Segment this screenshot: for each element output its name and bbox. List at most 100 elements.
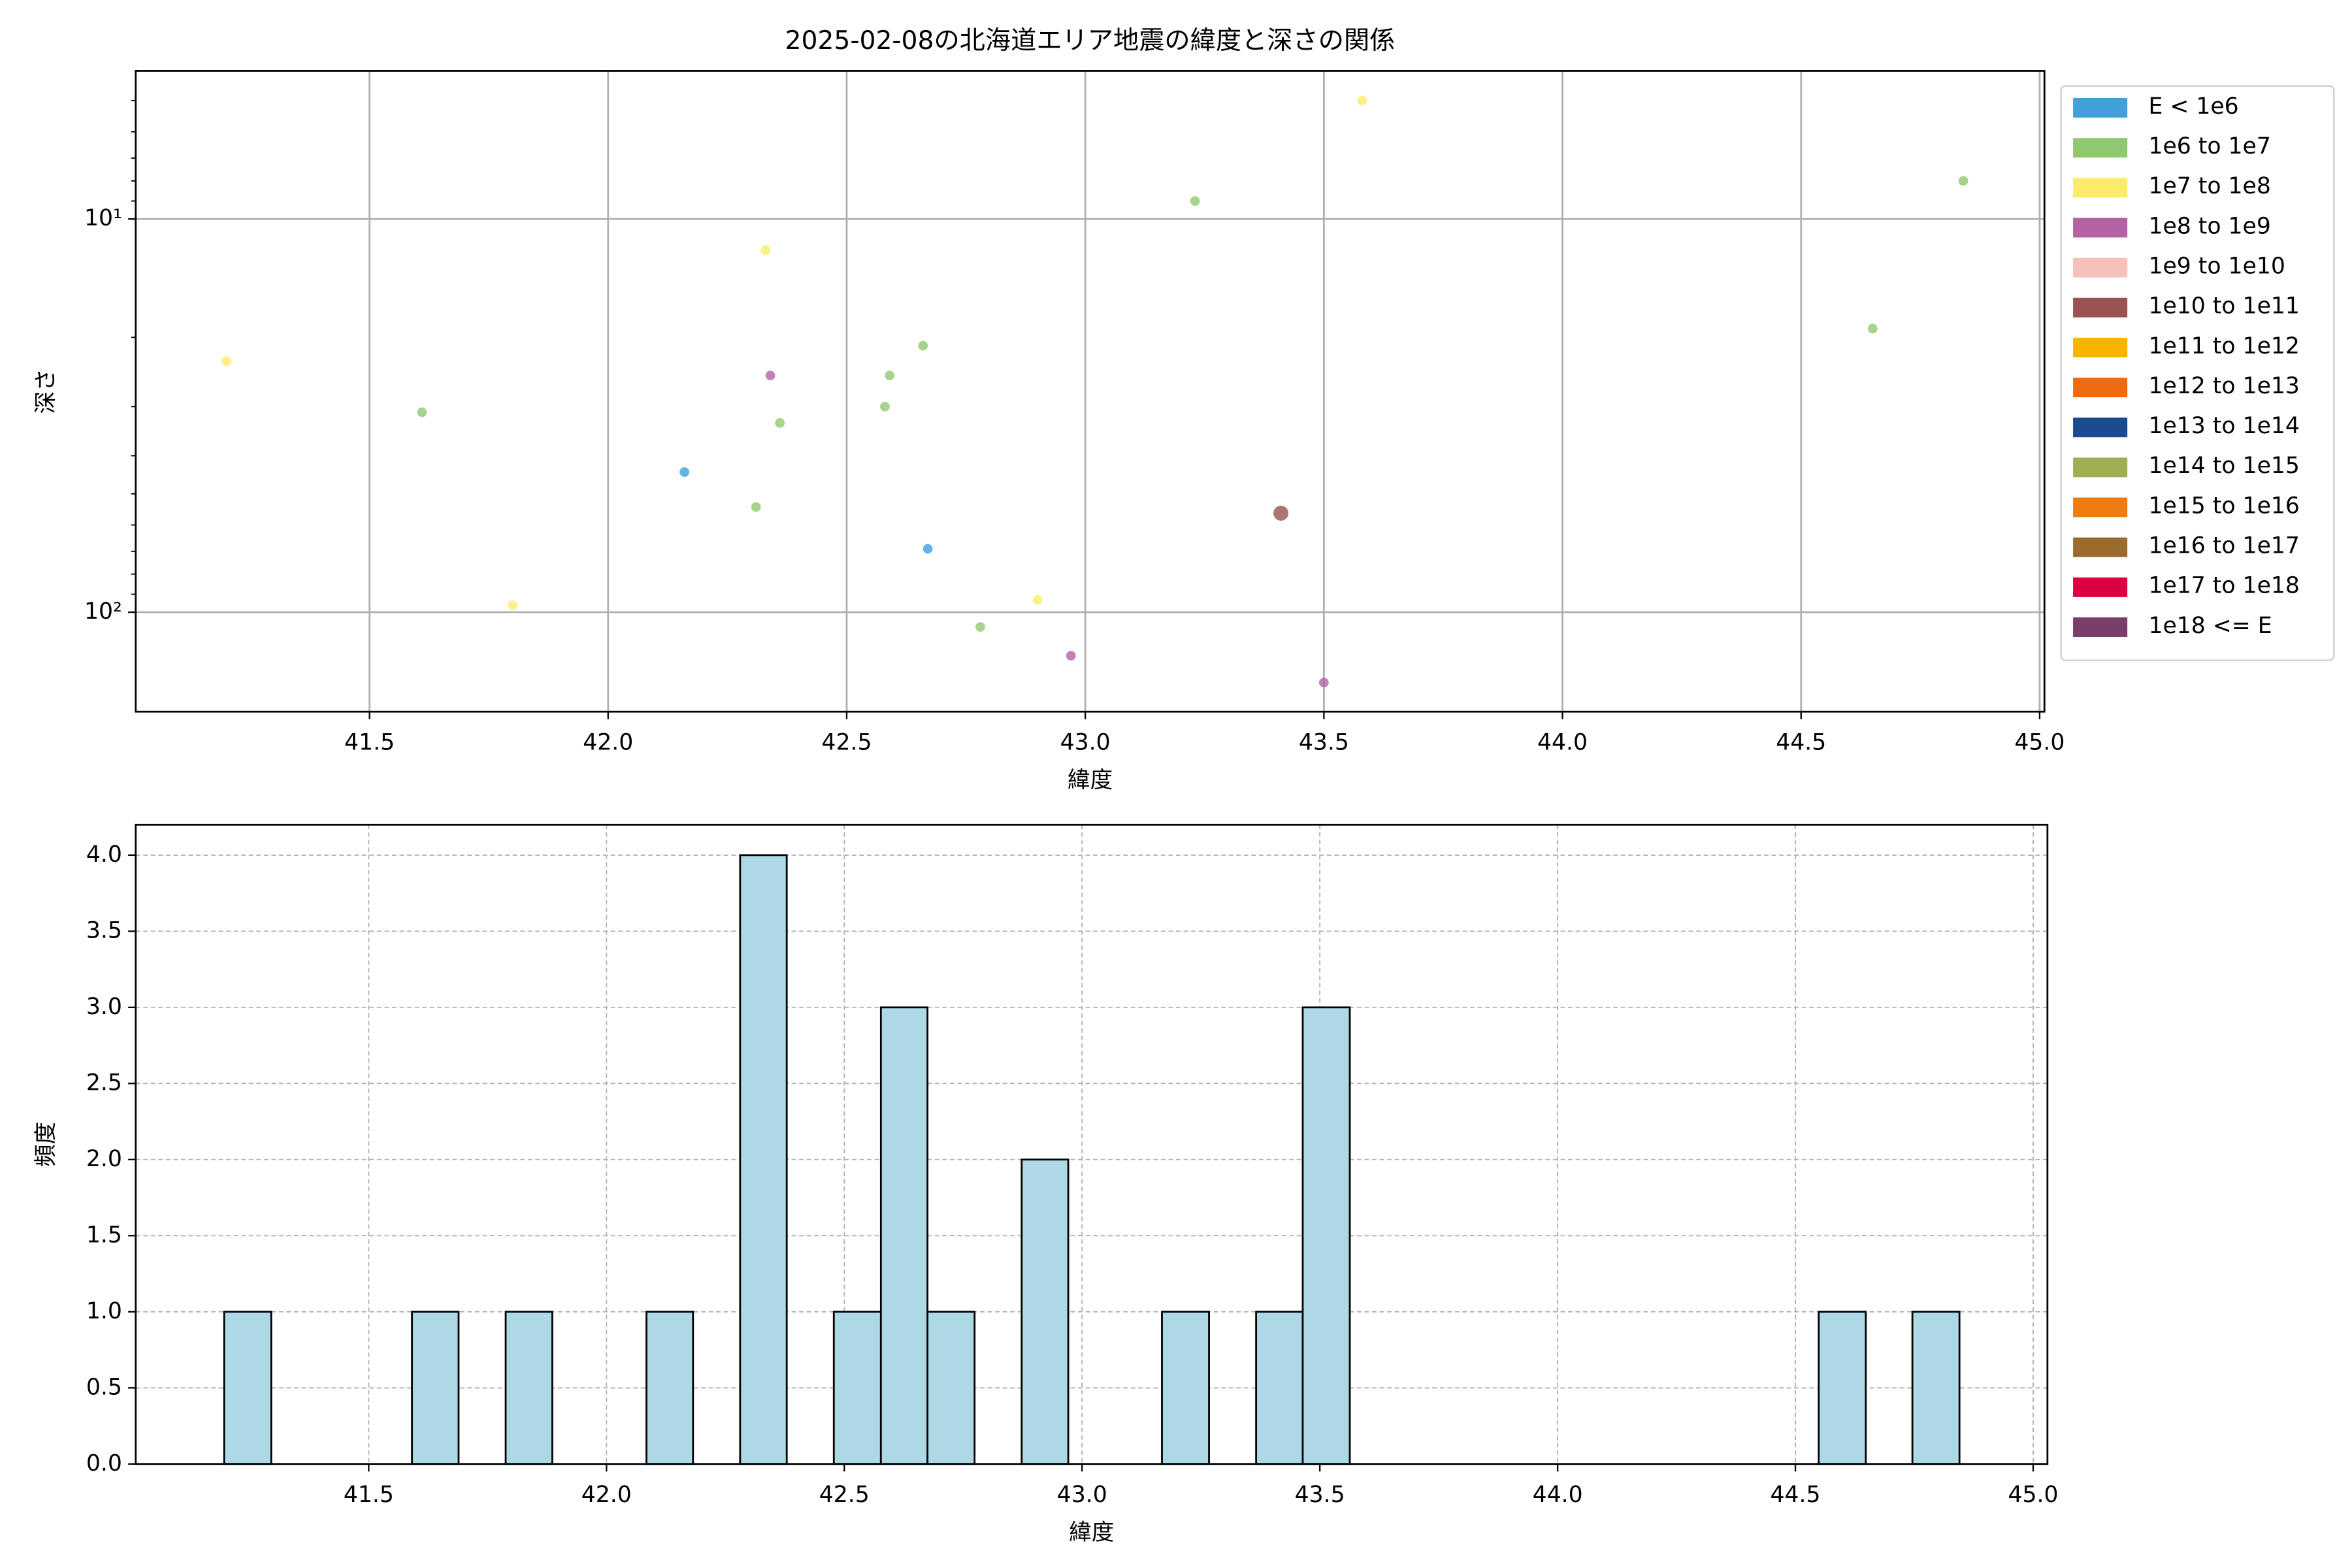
histogram-bar bbox=[223, 1311, 272, 1465]
legend-label: 1e17 to 1e18 bbox=[2148, 573, 2299, 599]
histogram-bar bbox=[1911, 1311, 1961, 1465]
y-tick-label: 10² bbox=[84, 598, 122, 625]
legend-swatch bbox=[2073, 218, 2128, 238]
legend-label: 1e11 to 1e12 bbox=[2148, 333, 2299, 359]
scatter-point bbox=[975, 622, 985, 632]
axes-frame bbox=[135, 70, 2046, 713]
scatter-point bbox=[1867, 323, 1878, 334]
scatter-point bbox=[765, 370, 776, 381]
histogram-bar bbox=[411, 1311, 460, 1465]
legend-label: E < 1e6 bbox=[2148, 93, 2238, 120]
legend-swatch bbox=[2073, 138, 2128, 158]
y-tick-label: 1.5 bbox=[86, 1222, 122, 1248]
scatter-point bbox=[1318, 678, 1329, 688]
y-tick-label: 0.5 bbox=[86, 1374, 122, 1400]
x-tick-label: 44.0 bbox=[1533, 1482, 1583, 1508]
legend-label: 1e13 to 1e14 bbox=[2148, 413, 2299, 439]
histogram-bar bbox=[879, 1006, 929, 1465]
histogram-bar bbox=[1818, 1311, 1867, 1465]
y-tick-label: 4.0 bbox=[86, 841, 122, 868]
histogram-bar bbox=[1255, 1311, 1304, 1465]
scatter-point bbox=[775, 417, 785, 428]
legend-label: 1e6 to 1e7 bbox=[2148, 133, 2270, 159]
legend-swatch bbox=[2073, 497, 2128, 517]
y-tick-label: 1.0 bbox=[86, 1298, 122, 1324]
x-tick-label: 43.5 bbox=[1295, 1482, 1345, 1508]
scatter-point bbox=[880, 401, 890, 412]
scatter-point bbox=[1357, 95, 1367, 106]
scatter-point bbox=[1190, 196, 1200, 206]
legend-swatch bbox=[2073, 337, 2128, 357]
x-axis-label: 緯度 bbox=[1068, 767, 1113, 793]
scatter-point bbox=[221, 356, 231, 367]
legend-swatch bbox=[2073, 617, 2128, 637]
legend-label: 1e18 <= E bbox=[2148, 613, 2272, 639]
scatter-point bbox=[1066, 651, 1076, 661]
histogram-bar bbox=[1021, 1158, 1070, 1465]
histogram-bar bbox=[739, 854, 788, 1465]
x-axis-label: 緯度 bbox=[1069, 1520, 1114, 1546]
scatter-point bbox=[1958, 176, 1968, 186]
scatter-point bbox=[751, 502, 761, 512]
scatter-point bbox=[1032, 595, 1043, 605]
scatter-point bbox=[885, 370, 895, 381]
scatter-point bbox=[923, 544, 933, 554]
axes-frame bbox=[135, 823, 2049, 1465]
x-tick-label: 43.5 bbox=[1299, 730, 1349, 756]
scatter-point bbox=[760, 245, 771, 255]
legend-label: 1e16 to 1e17 bbox=[2148, 533, 2299, 559]
legend-swatch bbox=[2073, 537, 2128, 557]
legend-swatch bbox=[2073, 577, 2128, 597]
scatter-point bbox=[417, 407, 427, 417]
scatter-point bbox=[918, 340, 928, 351]
legend-label: 1e7 to 1e8 bbox=[2148, 173, 2270, 199]
x-tick-label: 42.0 bbox=[583, 730, 633, 756]
scatter-point bbox=[679, 467, 690, 477]
legend-swatch bbox=[2073, 257, 2128, 278]
y-tick-label: 0.0 bbox=[86, 1450, 122, 1477]
x-tick-label: 44.0 bbox=[1537, 730, 1588, 756]
histogram-bar bbox=[1301, 1006, 1351, 1465]
y-tick-label: 10¹ bbox=[84, 205, 122, 231]
histogram-bar bbox=[645, 1311, 694, 1465]
x-tick-label: 45.0 bbox=[2008, 1482, 2058, 1508]
legend-label: 1e9 to 1e10 bbox=[2148, 253, 2285, 279]
histogram-bar bbox=[504, 1311, 553, 1465]
legend-label: 1e10 to 1e11 bbox=[2148, 293, 2299, 319]
legend-swatch bbox=[2073, 297, 2128, 318]
x-tick-label: 42.0 bbox=[581, 1482, 632, 1508]
legend-swatch bbox=[2073, 378, 2128, 398]
x-tick-label: 41.5 bbox=[344, 1482, 394, 1508]
legend-swatch bbox=[2073, 457, 2128, 478]
scatter-point bbox=[1273, 505, 1289, 521]
x-tick-label: 44.5 bbox=[1771, 1482, 1821, 1508]
y-tick-label: 3.5 bbox=[86, 917, 122, 943]
legend-swatch bbox=[2073, 417, 2128, 438]
legend-label: 1e12 to 1e13 bbox=[2148, 373, 2299, 399]
x-tick-label: 44.5 bbox=[1776, 730, 1826, 756]
x-tick-label: 43.0 bbox=[1060, 730, 1111, 756]
scatter-point bbox=[508, 600, 518, 610]
legend-swatch bbox=[2073, 178, 2128, 198]
x-tick-label: 42.5 bbox=[821, 730, 872, 756]
legend-box bbox=[2060, 85, 2335, 661]
legend-label: 1e14 to 1e15 bbox=[2148, 453, 2299, 479]
chart-title: 2025-02-08の北海道エリア地震の緯度と深さの関係 bbox=[785, 26, 1396, 56]
legend-label: 1e8 to 1e9 bbox=[2148, 213, 2270, 239]
legend-swatch bbox=[2073, 98, 2128, 118]
y-tick-label: 2.0 bbox=[86, 1146, 122, 1172]
x-tick-label: 42.5 bbox=[819, 1482, 870, 1508]
histogram-bar bbox=[832, 1311, 882, 1465]
y-axis-label: 頻度 bbox=[33, 1122, 59, 1167]
y-tick-label: 3.0 bbox=[86, 994, 122, 1020]
histogram-bar bbox=[926, 1311, 976, 1465]
histogram-bar bbox=[1161, 1311, 1210, 1465]
legend-label: 1e15 to 1e16 bbox=[2148, 493, 2299, 519]
x-tick-label: 45.0 bbox=[2014, 730, 2065, 756]
x-tick-label: 41.5 bbox=[344, 730, 395, 756]
x-tick-label: 43.0 bbox=[1057, 1482, 1107, 1508]
y-tick-label: 2.5 bbox=[86, 1070, 122, 1096]
